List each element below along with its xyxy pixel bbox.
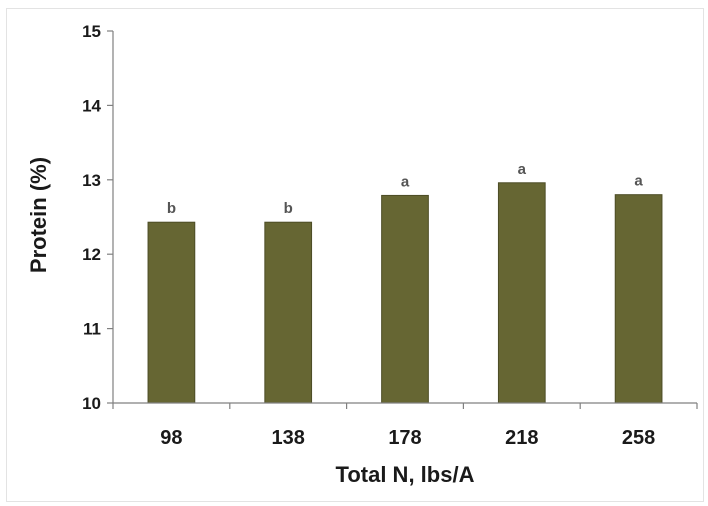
bar-178 (381, 194, 429, 404)
bar-138 (264, 221, 313, 404)
chart-frame (6, 8, 704, 502)
y-tick-label: 13 (82, 171, 101, 190)
x-tick-label-258: 258 (622, 427, 655, 449)
data-label-178: a (401, 173, 410, 190)
y-axis-title: Protein (%) (26, 157, 51, 273)
bar-258 (614, 194, 663, 404)
x-axis-ticks: 98 138 178 218 258 (112, 403, 698, 449)
data-label-218: a (518, 161, 527, 178)
bar-98 (147, 221, 196, 404)
y-tick-label: 10 (82, 394, 101, 413)
x-tick-label-98: 98 (160, 427, 182, 449)
x-tick-label-138: 138 (272, 427, 305, 449)
y-tick-label: 12 (82, 245, 101, 264)
data-label-258: a (634, 173, 643, 190)
bars: b b a a a (147, 161, 663, 404)
x-axis-title: Total N, lbs/A (336, 462, 475, 487)
x-tick-label-218: 218 (505, 427, 538, 449)
y-tick-label: 14 (82, 96, 101, 115)
x-tick-label-178: 178 (388, 427, 421, 449)
y-tick-label: 15 (82, 22, 101, 41)
data-label-138: b (284, 200, 293, 217)
y-axis-ticks: 10 11 12 13 14 15 (82, 22, 113, 413)
y-tick-label: 11 (83, 320, 101, 339)
bar-218 (497, 182, 546, 404)
data-label-98: b (167, 200, 176, 217)
